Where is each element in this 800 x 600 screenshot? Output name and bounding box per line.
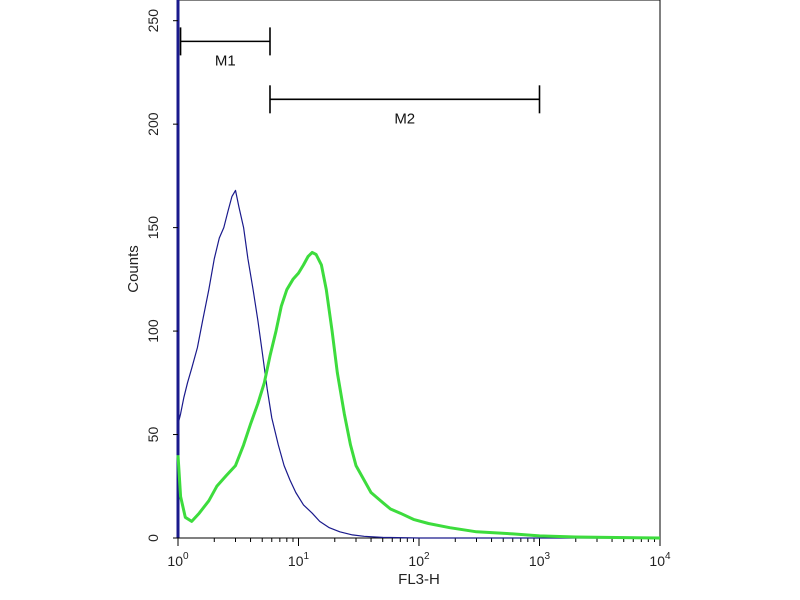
x-tick-label: 100 [167,551,189,569]
y-tick-label: 200 [145,112,161,136]
x-tick-label: 104 [649,551,671,569]
x-ticks: 100 101 102 103 104 [167,538,671,569]
y-tick-label: 50 [145,427,161,443]
series-line-1 [177,189,660,539]
y-ticks: 0 50 100 150 200 250 [145,9,178,542]
gate-marker-m2: M2 [269,85,541,127]
histogram-series [176,189,661,540]
gate-label: M1 [215,52,236,69]
series-line-2 [176,250,661,540]
y-tick-label: 0 [145,534,161,542]
x-axis-title: FL3-H [398,571,440,588]
y-axis-title: Counts [125,245,142,293]
x-tick-label: 102 [408,551,430,569]
plot-frame [177,0,661,539]
gate-markers: M1 M2 [179,27,541,127]
x-tick-label: 103 [529,551,551,569]
gate-label: M2 [394,110,415,127]
gate-marker-m1: M1 [179,27,271,69]
y-tick-label: 100 [145,319,161,343]
y-tick-label: 250 [145,9,161,33]
y-tick-label: 150 [145,216,161,240]
x-tick-label: 101 [288,551,310,569]
